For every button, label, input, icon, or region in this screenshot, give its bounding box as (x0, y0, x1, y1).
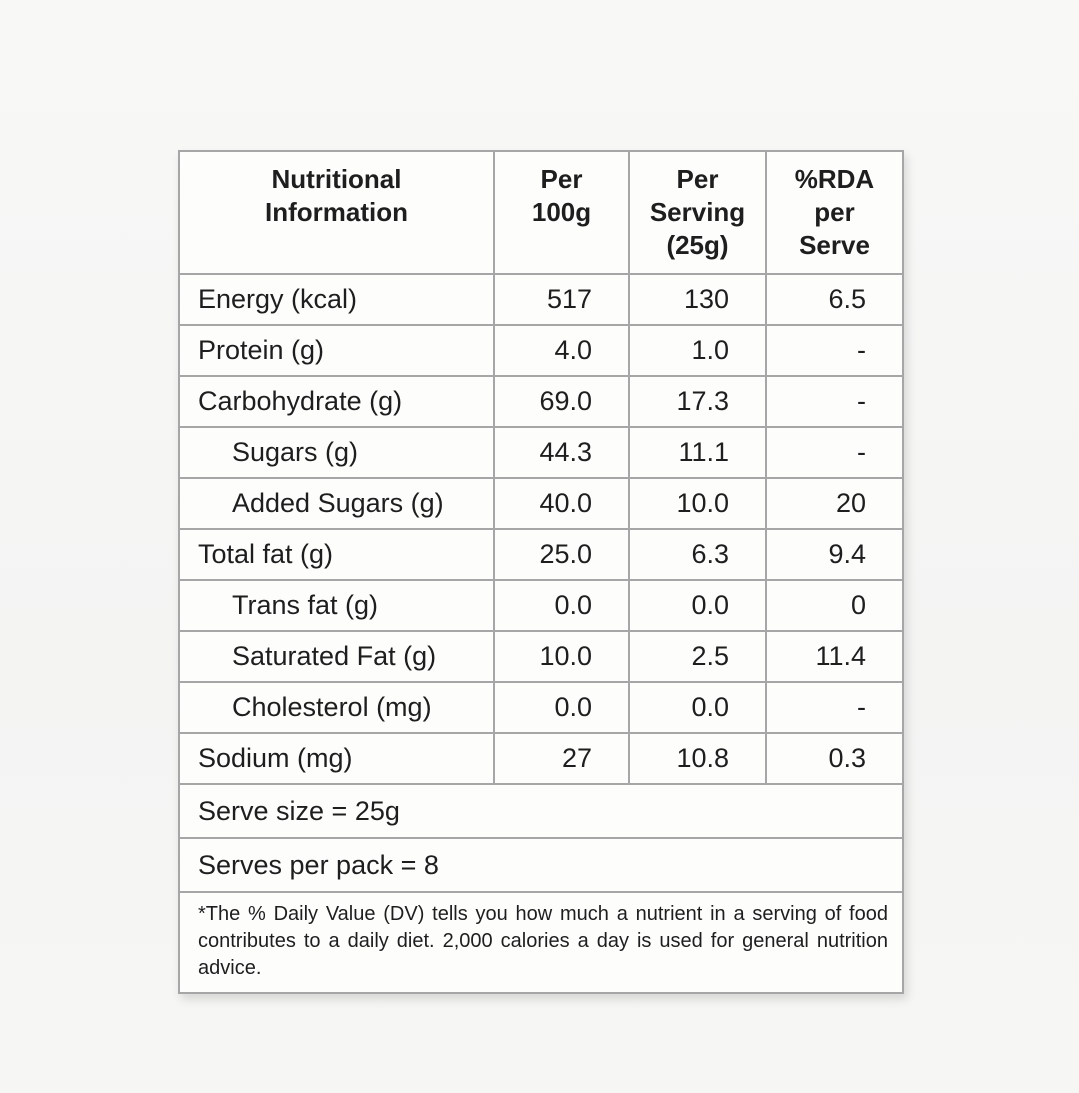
nutrient-label: Added Sugars (g) (178, 477, 495, 530)
rda-value: - (765, 681, 904, 734)
per-serving-value: 6.3 (628, 528, 767, 581)
nutrient-label: Protein (g) (178, 324, 495, 377)
nutrient-label: Energy (kcal) (178, 273, 495, 326)
per-100g-value: 69.0 (493, 375, 630, 428)
per-100g-value: 44.3 (493, 426, 630, 479)
col-header-per-serving: Per Serving (25g) (628, 150, 767, 275)
row-protein: Protein (g) 4.0 1.0 - (178, 324, 904, 377)
row-cholesterol: Cholesterol (mg) 0.0 0.0 - (178, 681, 904, 734)
rda-value: 11.4 (765, 630, 904, 683)
per-serving-value: 2.5 (628, 630, 767, 683)
per-100g-value: 0.0 (493, 579, 630, 632)
nutrient-label: Total fat (g) (178, 528, 495, 581)
row-added-sugars: Added Sugars (g) 40.0 10.0 20 (178, 477, 904, 530)
per-serving-value: 0.0 (628, 579, 767, 632)
rda-value: - (765, 324, 904, 377)
per-serving-value: 1.0 (628, 324, 767, 377)
rda-value: 20 (765, 477, 904, 530)
footnote-row: *The % Daily Value (DV) tells you how mu… (178, 891, 904, 994)
per-serving-value: 10.0 (628, 477, 767, 530)
per-serving-value: 11.1 (628, 426, 767, 479)
rda-value: 9.4 (765, 528, 904, 581)
per-serving-value: 17.3 (628, 375, 767, 428)
serves-per-pack-row: Serves per pack = 8 (178, 837, 904, 893)
col-header-nutritional-information: Nutritional Information (178, 150, 495, 275)
row-carbohydrate: Carbohydrate (g) 69.0 17.3 - (178, 375, 904, 428)
per-100g-value: 4.0 (493, 324, 630, 377)
col-header-per-100g: Per 100g (493, 150, 630, 275)
rda-value: 0 (765, 579, 904, 632)
serve-size-text: Serve size = 25g (178, 783, 904, 839)
row-saturated-fat: Saturated Fat (g) 10.0 2.5 11.4 (178, 630, 904, 683)
header-row: Nutritional Information Per 100g Per Ser… (178, 150, 904, 275)
daily-value-footnote: *The % Daily Value (DV) tells you how mu… (178, 891, 904, 994)
per-serving-value: 10.8 (628, 732, 767, 785)
serve-size-row: Serve size = 25g (178, 783, 904, 839)
row-sugars: Sugars (g) 44.3 11.1 - (178, 426, 904, 479)
nutrient-label: Cholesterol (mg) (178, 681, 495, 734)
per-serving-value: 0.0 (628, 681, 767, 734)
nutrient-label: Sugars (g) (178, 426, 495, 479)
per-100g-value: 10.0 (493, 630, 630, 683)
per-serving-value: 130 (628, 273, 767, 326)
rda-value: 6.5 (765, 273, 904, 326)
row-total-fat: Total fat (g) 25.0 6.3 9.4 (178, 528, 904, 581)
per-100g-value: 40.0 (493, 477, 630, 530)
nutrient-label: Trans fat (g) (178, 579, 495, 632)
col-header-rda-per-serve: %RDA per Serve (765, 150, 904, 275)
per-100g-value: 25.0 (493, 528, 630, 581)
row-sodium: Sodium (mg) 27 10.8 0.3 (178, 732, 904, 785)
per-100g-value: 0.0 (493, 681, 630, 734)
row-energy: Energy (kcal) 517 130 6.5 (178, 273, 904, 326)
row-trans-fat: Trans fat (g) 0.0 0.0 0 (178, 579, 904, 632)
rda-value: - (765, 375, 904, 428)
serves-per-pack-text: Serves per pack = 8 (178, 837, 904, 893)
nutrient-label: Saturated Fat (g) (178, 630, 495, 683)
rda-value: - (765, 426, 904, 479)
nutrition-facts-table: Nutritional Information Per 100g Per Ser… (178, 150, 904, 994)
nutrient-label: Carbohydrate (g) (178, 375, 495, 428)
per-100g-value: 517 (493, 273, 630, 326)
rda-value: 0.3 (765, 732, 904, 785)
nutrient-label: Sodium (mg) (178, 732, 495, 785)
per-100g-value: 27 (493, 732, 630, 785)
